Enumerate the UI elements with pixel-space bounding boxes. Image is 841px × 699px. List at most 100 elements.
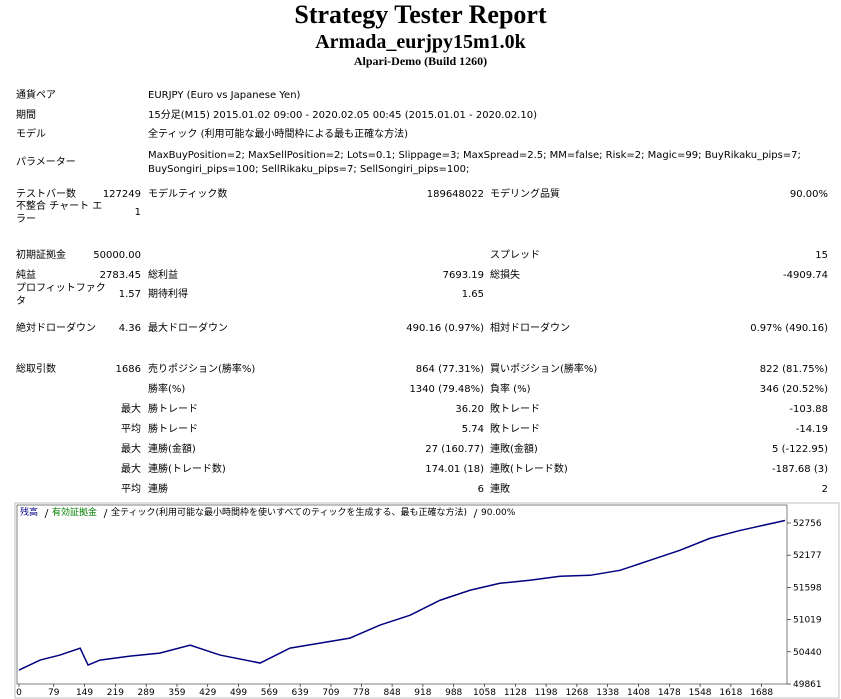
- stat-label: 連勝: [148, 484, 168, 495]
- x-tick-label: 1688: [750, 688, 773, 698]
- build-info: Alpari-Demo (Build 1260): [353, 54, 488, 68]
- stat-value: 2: [821, 484, 828, 495]
- x-tick-label: 1058: [473, 688, 496, 698]
- legend-model: 全ティック(利用可能な最小時間枠を使いすべてのティックを生成する、最も正確な方法…: [111, 506, 467, 518]
- y-tick-label: 51019: [793, 616, 822, 626]
- stat-label: 買いポジション(勝率%): [490, 364, 598, 375]
- stat-value: 864 (77.31%): [415, 364, 484, 375]
- x-tick-label: 1198: [535, 688, 558, 698]
- stat-value: -4909.74: [783, 270, 828, 281]
- stat-value: 最大: [121, 404, 141, 415]
- x-tick-label: 1338: [596, 688, 619, 698]
- x-tick-label: 499: [230, 688, 247, 698]
- stat-label: モデリング品質: [490, 189, 560, 200]
- stat-label: 不整合 チャート エラー: [16, 201, 103, 225]
- stat-value: 174.01 (18): [425, 464, 484, 475]
- stat-label: 初期証拠金: [16, 250, 66, 261]
- info-value: 15分足(M15) 2015.01.02 09:00 - 2020.02.05 …: [148, 110, 537, 121]
- stat-label: 売りポジション(勝率%): [148, 364, 256, 375]
- stat-value: -187.68 (3): [772, 464, 828, 475]
- stat-value: 平均: [121, 424, 141, 435]
- info-value: MaxBuyPosition=2; MaxSellPosition=2; Lot…: [148, 150, 801, 161]
- stat-label: テストバー数: [16, 189, 76, 200]
- info-label: パラメーター: [16, 157, 76, 168]
- stat-value: 127249: [102, 189, 141, 200]
- legend-separator: [103, 508, 108, 519]
- stat-label: 最大ドローダウン: [148, 323, 228, 334]
- stat-value: 5.74: [461, 424, 484, 435]
- stat-value: 27 (160.77): [425, 444, 484, 455]
- stat-label: 勝トレード: [148, 424, 198, 435]
- stat-value: 6: [477, 484, 484, 495]
- balance-line: [18, 519, 786, 671]
- stat-label: 絶対ドローダウン: [16, 323, 96, 334]
- stat-label: 連敗(トレード数): [490, 464, 568, 475]
- stat-label: スプレッド: [490, 250, 540, 261]
- stat-label: 連敗: [490, 484, 510, 495]
- stat-value: -103.88: [789, 404, 828, 415]
- stat-value: 90.00%: [789, 189, 828, 200]
- stat-value: 0.97% (490.16): [750, 323, 828, 334]
- stat-value: 1.65: [461, 289, 484, 300]
- stat-label: 期待利得: [148, 289, 188, 300]
- x-tick-label: 289: [138, 688, 155, 698]
- x-tick-label: 1548: [689, 688, 712, 698]
- x-tick-label: 1478: [658, 688, 681, 698]
- legend-separator: [473, 508, 478, 519]
- y-tick-label: 49861: [793, 680, 822, 690]
- legend-equity: 有効証拠金: [52, 506, 97, 518]
- stat-label: 連敗(金額): [490, 444, 538, 455]
- stat-value: 50000.00: [93, 250, 141, 261]
- x-tick-label: 778: [353, 688, 370, 698]
- y-tick-label: 50440: [793, 648, 822, 658]
- y-tick-label: 52756: [793, 519, 822, 529]
- stat-value: 4.36: [118, 323, 141, 334]
- x-tick-label: 149: [76, 688, 93, 698]
- stat-value: 最大: [121, 464, 141, 475]
- stat-value: 1340 (79.48%): [409, 384, 484, 395]
- info-value: EURJPY (Euro vs Japanese Yen): [148, 90, 301, 101]
- y-tick-label: 52177: [793, 551, 822, 561]
- legend-balance: 残高: [20, 506, 38, 518]
- info-label: 通貨ペア: [16, 90, 56, 101]
- stat-label: 敗トレード: [490, 404, 540, 415]
- stat-label: 敗トレード: [490, 424, 540, 435]
- stat-label: 連勝(トレード数): [148, 464, 226, 475]
- x-tick-label: 1128: [504, 688, 527, 698]
- x-tick-label: 1618: [719, 688, 742, 698]
- info-value: BuySongiri_pips=100; SellRikaku_pips=7; …: [148, 164, 470, 175]
- report-title: Strategy Tester Report: [294, 0, 547, 29]
- info-value: 全ティック (利用可能な最小時間枠による最も正確な方法): [148, 129, 409, 140]
- x-tick-label: 429: [199, 688, 216, 698]
- stat-value: 平均: [121, 484, 141, 495]
- stat-value: 2783.45: [99, 270, 141, 281]
- x-tick-label: 918: [414, 688, 431, 698]
- stat-value: 1.57: [118, 289, 141, 300]
- x-tick-label: 1268: [565, 688, 588, 698]
- legend-quality: 90.00%: [481, 508, 516, 518]
- stat-value: 36.20: [455, 404, 484, 415]
- x-tick-label: 0: [16, 688, 22, 698]
- stat-value: 15: [815, 250, 828, 261]
- stat-value: 1: [134, 207, 141, 218]
- stat-label: プロフィットファクタ: [16, 283, 106, 307]
- x-tick-label: 1408: [627, 688, 650, 698]
- stat-value: 5 (-122.95): [772, 444, 828, 455]
- legend-separator: [44, 508, 49, 519]
- stat-value: 最大: [121, 444, 141, 455]
- stat-label: モデルティック数: [148, 189, 228, 200]
- x-tick-label: 359: [168, 688, 185, 698]
- x-tick-label: 988: [445, 688, 462, 698]
- info-label: モデル: [16, 129, 46, 140]
- stat-value: 490.16 (0.97%): [406, 323, 484, 334]
- x-tick-label: 639: [292, 688, 309, 698]
- stat-label: 負率 (%): [490, 384, 531, 395]
- stat-value: 189648022: [426, 189, 484, 200]
- stat-label: 総取引数: [16, 364, 56, 375]
- x-tick-label: 219: [107, 688, 124, 698]
- stat-value: 346 (20.52%): [759, 384, 828, 395]
- stat-value: -14.19: [795, 424, 828, 435]
- x-tick-label: 848: [384, 688, 401, 698]
